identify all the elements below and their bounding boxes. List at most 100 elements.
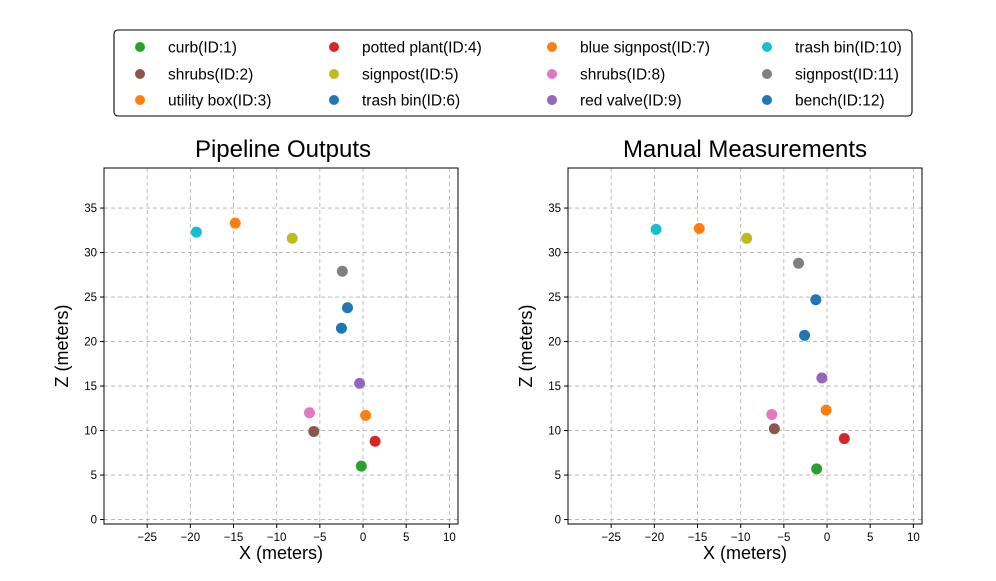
legend-marker [329, 69, 339, 79]
y-tick-label: 35 [548, 203, 561, 215]
x-tick-label: −20 [181, 532, 201, 544]
legend-item: trash bin(ID:6) [329, 93, 460, 110]
legend-marker [762, 42, 772, 52]
data-point-id-9 [816, 372, 828, 384]
legend-marker [547, 42, 557, 52]
y-tick-label: 15 [84, 381, 97, 393]
chart-pipeline-outputs: Pipeline Outputs −25 −20 −15 −10 −5 0 5 10 0 5 10 1… [52, 136, 459, 563]
data-point-id-5 [741, 232, 753, 244]
x-axis-label: X (meters) [703, 543, 787, 563]
legend-marker [329, 42, 339, 52]
x-tick-label: −20 [645, 532, 665, 544]
data-point-id-3 [360, 409, 372, 421]
y-tick-label: 10 [84, 426, 97, 438]
x-tick-label: −15 [688, 532, 708, 544]
legend-marker [547, 95, 557, 105]
legend-marker [135, 69, 145, 79]
legend-marker [547, 69, 557, 79]
data-point-id-10 [650, 223, 662, 235]
legend-label: signpost(ID:11) [795, 67, 899, 84]
legend-label: shrubs(ID:2) [168, 67, 253, 84]
data-point-id-12 [810, 294, 822, 306]
data-point-id-10 [190, 226, 202, 238]
y-tick-label: 25 [84, 292, 97, 304]
chart-title: Pipeline Outputs [195, 136, 371, 163]
legend-label: curb(ID:1) [168, 40, 237, 57]
data-point-id-6 [341, 302, 353, 314]
y-tick-label: 5 [555, 470, 561, 482]
y-tick-label: 25 [548, 292, 561, 304]
y-tick-label: 35 [84, 203, 97, 215]
x-tick-label: −25 [137, 532, 157, 544]
y-tick-label: 30 [548, 248, 561, 260]
data-point-id-4 [369, 435, 381, 447]
data-point-id-2 [308, 425, 320, 437]
x-tick-label: 5 [403, 532, 409, 544]
y-tick-label: 5 [91, 470, 97, 482]
legend-item: potted plant(ID:4) [329, 40, 482, 57]
legend-item: red valve(ID:9) [547, 93, 682, 110]
legend-label: blue signpost(ID:7) [580, 40, 710, 57]
chart-manual-measurements: Manual Measurements −25 −20 −15 −10 −5 0 5 10 0 5… [516, 136, 923, 563]
legend-marker [135, 42, 145, 52]
legend-item: shrubs(ID:8) [547, 67, 665, 84]
legend-frame [113, 29, 913, 117]
data-point-id-11 [336, 265, 348, 277]
x-tick-label: 10 [443, 532, 456, 544]
y-tick-label: 15 [548, 381, 561, 393]
data-point-id-7 [693, 223, 705, 235]
legend-marker [762, 69, 772, 79]
data-point-id-8 [303, 407, 315, 419]
x-tick-label: 0 [824, 532, 830, 544]
legend-item: utility box(ID:3) [135, 93, 271, 110]
x-tick-label: −5 [313, 532, 326, 544]
y-axis-label: Z (meters) [516, 305, 536, 388]
data-point-id-11 [793, 257, 805, 269]
data-point-id-6 [799, 329, 811, 341]
data-point-id-12 [335, 322, 347, 334]
legend-label: shrubs(ID:8) [580, 67, 665, 84]
y-tick-label: 20 [548, 337, 561, 349]
y-tick-label: 30 [84, 248, 97, 260]
data-point-id-2 [768, 423, 780, 435]
x-tick-label: −15 [224, 532, 244, 544]
x-tick-label: 10 [907, 532, 920, 544]
x-axis-label: X (meters) [239, 543, 323, 563]
legend-label: trash bin(ID:10) [795, 40, 902, 57]
y-tick-label: 0 [555, 515, 561, 527]
y-tick-label: 20 [84, 337, 97, 349]
data-point-id-7 [229, 217, 241, 229]
legend-marker [135, 95, 145, 105]
plot-frame [103, 167, 459, 525]
legend-item: blue signpost(ID:7) [547, 40, 710, 57]
y-tick-label: 0 [91, 515, 97, 527]
legend-label: trash bin(ID:6) [362, 93, 460, 110]
plot-frame [567, 167, 923, 525]
legend-marker [762, 95, 772, 105]
legend-label: red valve(ID:9) [580, 93, 682, 110]
legend-label: utility box(ID:3) [168, 93, 271, 110]
data-point-id-5 [286, 232, 298, 244]
y-axis-label: Z (meters) [52, 305, 72, 388]
legend-label: potted plant(ID:4) [362, 40, 482, 57]
legend-item: curb(ID:1) [135, 40, 237, 57]
x-tick-label: −25 [601, 532, 621, 544]
x-tick-label: 5 [867, 532, 873, 544]
data-point-id-8 [766, 409, 778, 421]
x-tick-label: −10 [731, 532, 751, 544]
legend-label: signpost(ID:5) [362, 67, 458, 84]
data-point-id-9 [354, 377, 366, 389]
legend-item: shrubs(ID:2) [135, 67, 253, 84]
x-tick-label: 0 [360, 532, 366, 544]
y-tick-label: 10 [548, 426, 561, 438]
data-point-id-4 [838, 433, 850, 445]
legend-item: signpost(ID:5) [329, 67, 458, 84]
x-tick-label: −5 [777, 532, 790, 544]
data-point-id-1 [355, 460, 367, 472]
legend-marker [329, 95, 339, 105]
legend-item: signpost(ID:11) [762, 67, 899, 84]
legend-item: trash bin(ID:10) [762, 40, 902, 57]
legend-label: bench(ID:12) [795, 93, 885, 110]
